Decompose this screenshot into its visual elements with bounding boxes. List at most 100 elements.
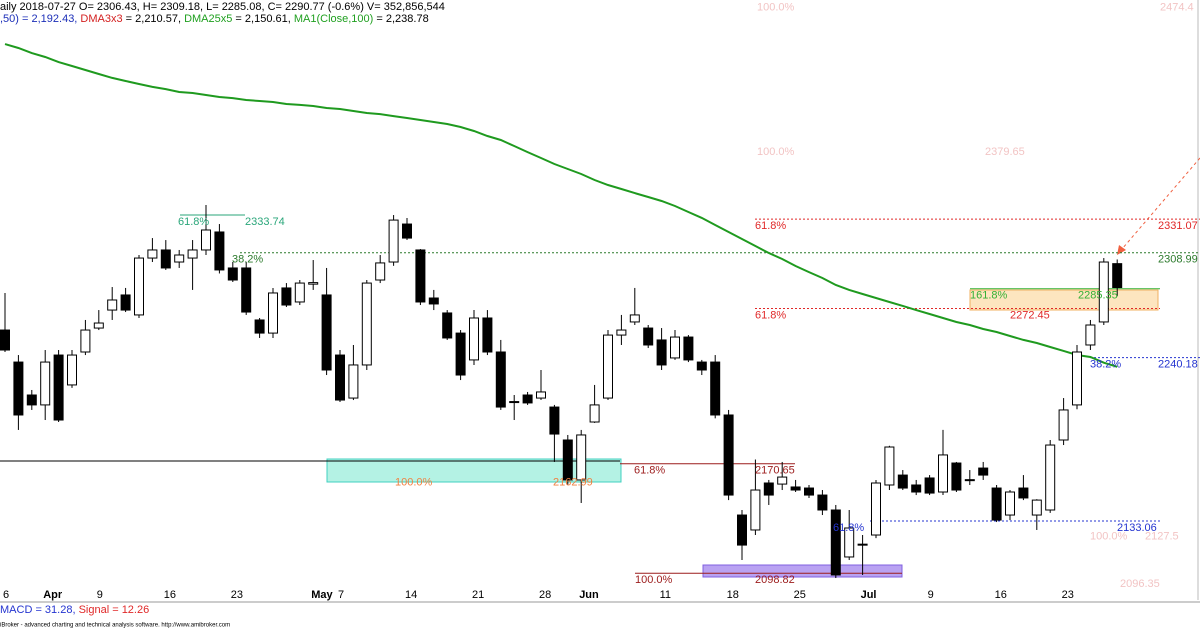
candle-body — [549, 406, 560, 435]
level-price: 2331.07 — [1158, 220, 1198, 232]
candle-body — [120, 294, 131, 311]
macd-label: MACD = 31.28, Signal = 12.26 — [0, 604, 149, 616]
candle-body — [857, 543, 868, 546]
candle-body — [522, 394, 533, 404]
zone-box — [702, 564, 903, 578]
candle-body — [1112, 263, 1123, 289]
x-tick-label: 25 — [794, 589, 806, 601]
candle-body — [616, 329, 627, 336]
candle-body — [469, 317, 479, 361]
candle-body — [13, 361, 24, 416]
level-price: 2285.35 — [1078, 290, 1118, 302]
candle-body — [321, 294, 332, 371]
candle-body — [53, 354, 64, 421]
level-percent: 100.0% — [395, 476, 433, 488]
zone-box — [326, 458, 622, 483]
header-part: DMA3x3 — [80, 13, 122, 25]
candle-body — [509, 401, 520, 404]
candle-body — [415, 249, 426, 303]
candle-body — [174, 254, 185, 263]
moving-average — [4, 43, 1118, 368]
plot: 100.0% 2474.4 100.0% 2379.65 61.8% 2333.74 38.… — [0, 1, 1200, 601]
level-percent: 61.8% — [634, 465, 665, 477]
candle-body — [643, 327, 654, 346]
candle-body — [951, 462, 962, 491]
x-tick-label: Jul — [861, 589, 877, 601]
candle-body — [375, 262, 386, 281]
level-percent: 61.8% — [178, 216, 209, 228]
candle-body — [1031, 499, 1042, 516]
candle-body — [629, 314, 640, 323]
candle-body — [455, 332, 466, 376]
candle-body — [897, 474, 908, 489]
candle-body — [683, 336, 694, 361]
level-price: 2308.99 — [1158, 254, 1198, 266]
level-percent: 100.0% — [757, 146, 795, 158]
candle-body — [871, 482, 881, 536]
candle-body — [1085, 324, 1096, 346]
level-percent: 38.2% — [232, 254, 263, 266]
header-part: = 2,238.78 — [373, 13, 428, 25]
candle-body — [884, 446, 895, 486]
candle-body — [40, 361, 51, 406]
x-tick-label: 9 — [928, 589, 934, 601]
candle-body — [670, 336, 680, 359]
candle-body — [1005, 491, 1015, 516]
candle-body — [723, 414, 734, 496]
header-part: MA1(Close,100) — [294, 13, 373, 25]
candle-body — [978, 467, 989, 476]
candle-body — [348, 364, 359, 399]
candle-body — [1045, 444, 1056, 511]
level-price: 2240.18 — [1158, 359, 1198, 371]
x-tick-label: May — [311, 589, 333, 601]
level-price: 2333.74 — [245, 216, 285, 228]
candle-body — [482, 317, 493, 353]
candle-body — [1072, 351, 1082, 406]
header-line-1: aily 2018-07-27 O= 2306.43, H= 2309.18, … — [0, 1, 445, 13]
level-price: 2133.06 — [1117, 522, 1157, 534]
candle-body — [335, 354, 345, 401]
candle-body — [67, 354, 77, 386]
x-tick-label: 21 — [472, 589, 484, 601]
candle-body — [964, 479, 975, 482]
candle-body — [737, 514, 747, 546]
candle-body — [26, 394, 37, 406]
level-price: 2096.35 — [1120, 578, 1160, 590]
level-percent: 100.0% — [757, 1, 795, 13]
level-percent: 61.8% — [755, 220, 786, 232]
level-price: 2474.4 — [1160, 1, 1194, 13]
candle-body — [281, 287, 292, 306]
candle-body — [603, 334, 613, 399]
candle-body — [804, 487, 814, 496]
macd-value: MACD = 31.28, — [0, 604, 79, 616]
candle-body — [428, 297, 439, 305]
candle-body — [93, 322, 104, 329]
candle-body — [442, 312, 453, 339]
level-percent: 100.0% — [1090, 530, 1128, 542]
x-tick-label: 23 — [231, 589, 243, 601]
header-part: = 2,150.61, — [232, 13, 293, 25]
x-tick-label: Apr — [43, 589, 63, 601]
candle-body — [308, 282, 319, 285]
x-tick-label: 9 — [97, 589, 103, 601]
candle-body — [160, 249, 171, 269]
candle-body — [268, 292, 278, 334]
x-tick-label: Jun — [579, 589, 599, 601]
arrow-line — [1121, 157, 1200, 250]
candle-body — [790, 486, 801, 491]
candle-body — [710, 361, 721, 416]
x-tick-label: 6 — [3, 589, 9, 601]
level-percent: 38.2% — [1090, 359, 1121, 371]
candle-body — [147, 249, 158, 259]
x-tick-label: 11 — [660, 589, 671, 601]
candle-body — [227, 267, 238, 281]
candle-body — [830, 509, 841, 576]
level-percent: 161.8% — [970, 290, 1008, 302]
candle-body — [1058, 409, 1069, 441]
candle-body — [938, 454, 948, 493]
level-price: 2098.82 — [755, 574, 795, 586]
header-part: DMA25x5 — [184, 13, 232, 25]
level-percent: 61.8% — [833, 522, 864, 534]
x-tick-label: 16 — [995, 589, 1007, 601]
